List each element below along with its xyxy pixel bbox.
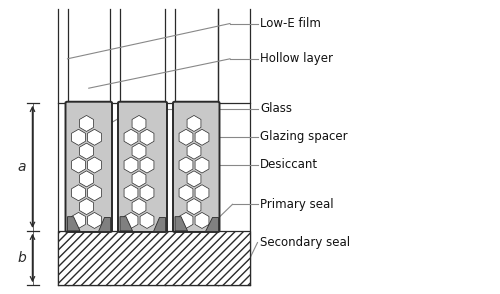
Polygon shape (80, 143, 94, 159)
FancyBboxPatch shape (118, 102, 167, 232)
Polygon shape (195, 129, 209, 145)
Polygon shape (132, 143, 146, 159)
Polygon shape (72, 157, 86, 173)
Polygon shape (88, 213, 102, 228)
FancyBboxPatch shape (173, 102, 220, 232)
Polygon shape (124, 129, 138, 145)
Polygon shape (88, 185, 102, 201)
Text: Glazing spacer: Glazing spacer (260, 130, 348, 143)
Polygon shape (195, 213, 209, 228)
Polygon shape (98, 217, 110, 231)
Polygon shape (88, 129, 102, 145)
Text: Hollow layer: Hollow layer (260, 52, 333, 65)
Polygon shape (175, 217, 188, 231)
Polygon shape (124, 157, 138, 173)
Text: Glass: Glass (260, 102, 292, 115)
Text: Primary seal: Primary seal (260, 198, 334, 211)
Polygon shape (132, 198, 146, 215)
Polygon shape (179, 213, 193, 228)
Polygon shape (187, 198, 201, 215)
Polygon shape (68, 217, 80, 231)
Text: Secondary seal: Secondary seal (260, 236, 350, 249)
Polygon shape (120, 217, 132, 231)
Polygon shape (179, 129, 193, 145)
Polygon shape (205, 217, 218, 231)
Polygon shape (140, 213, 154, 228)
Polygon shape (132, 116, 146, 131)
Text: a: a (17, 160, 26, 174)
Polygon shape (179, 185, 193, 201)
Polygon shape (80, 198, 94, 215)
Polygon shape (72, 213, 86, 228)
Bar (58, 231, 250, 285)
Polygon shape (88, 157, 102, 173)
Polygon shape (124, 185, 138, 201)
Polygon shape (195, 157, 209, 173)
Text: b: b (17, 251, 26, 265)
Polygon shape (140, 185, 154, 201)
Polygon shape (140, 129, 154, 145)
Polygon shape (152, 217, 165, 231)
Text: Low-E film: Low-E film (260, 17, 321, 30)
Polygon shape (132, 171, 146, 187)
Bar (58, 231, 250, 285)
Polygon shape (187, 116, 201, 131)
Polygon shape (187, 171, 201, 187)
Polygon shape (140, 157, 154, 173)
Polygon shape (72, 185, 86, 201)
Polygon shape (80, 116, 94, 131)
Text: Desiccant: Desiccant (260, 158, 318, 171)
FancyBboxPatch shape (66, 102, 112, 232)
Polygon shape (72, 129, 86, 145)
Polygon shape (179, 157, 193, 173)
Polygon shape (124, 213, 138, 228)
Polygon shape (187, 143, 201, 159)
Polygon shape (195, 185, 209, 201)
Polygon shape (80, 171, 94, 187)
